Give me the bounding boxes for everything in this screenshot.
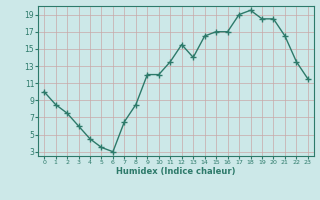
X-axis label: Humidex (Indice chaleur): Humidex (Indice chaleur): [116, 167, 236, 176]
